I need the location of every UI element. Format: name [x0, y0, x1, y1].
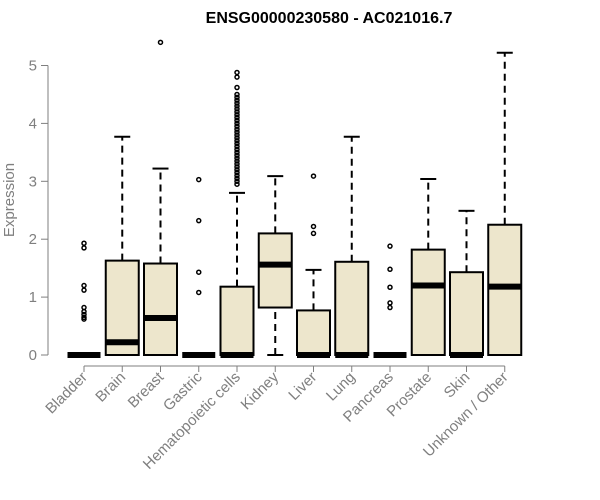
box-skin [449, 209, 484, 358]
y-tick-label: 2 [29, 231, 37, 248]
outlier-point [234, 138, 240, 144]
outlier-point [387, 304, 393, 311]
box-rect [257, 232, 293, 309]
outlier-point [234, 74, 240, 80]
outlier-point [234, 175, 240, 182]
box-bladder [67, 240, 101, 358]
box-rect [334, 260, 370, 357]
outlier-point [234, 123, 240, 130]
box-rect [410, 248, 446, 356]
x-tick-label: Brain [92, 369, 129, 406]
outlier-point [196, 289, 202, 296]
outlier-point [234, 106, 240, 112]
outlier-point [387, 284, 393, 291]
boxes-group [67, 39, 523, 358]
outlier-point [234, 91, 240, 98]
outlier-point [234, 152, 240, 158]
outlier-point [157, 39, 164, 46]
y-tick-label: 0 [29, 347, 37, 364]
outlier-point [234, 140, 240, 147]
outlier-point [234, 164, 240, 170]
outlier-point [234, 109, 240, 115]
x-tick-label: Kidney [238, 368, 283, 413]
box-gastric [182, 176, 216, 358]
outlier-point [234, 135, 240, 141]
outlier-point [234, 100, 240, 106]
outlier-point [234, 111, 240, 118]
outlier-point [387, 266, 393, 273]
y-tick-label: 5 [29, 58, 37, 75]
outlier-point [196, 217, 202, 224]
box-rect [219, 285, 255, 357]
outlier-point [234, 149, 240, 156]
outlier-point [234, 169, 240, 176]
outlier-point [196, 176, 202, 183]
box-prostate [410, 177, 446, 356]
y-axis-label: Expression [1, 163, 18, 237]
outlier-point [234, 132, 240, 138]
outlier-point [234, 117, 240, 124]
box-unknown-other [487, 51, 523, 356]
outlier-point [234, 158, 240, 164]
box-rect [487, 223, 523, 356]
outlier-point [234, 84, 240, 91]
outlier-point [234, 120, 240, 127]
outlier-point [234, 161, 240, 167]
outlier-point [310, 223, 317, 230]
outlier-point [234, 178, 240, 185]
y-axis: 0 1 2 3 4 5 [29, 58, 49, 364]
outlier-point [234, 143, 240, 150]
x-tick-label: Liver [285, 369, 320, 404]
box-rect [296, 309, 331, 356]
outlier-point [234, 94, 240, 101]
outlier-point [234, 181, 240, 187]
outlier-point [81, 282, 87, 289]
outlier-point [81, 316, 87, 322]
outlier-point [234, 126, 240, 132]
outlier-point [196, 269, 202, 275]
outlier-point [234, 97, 240, 103]
outlier-point [387, 243, 393, 249]
outlier-point [81, 287, 87, 293]
chart-title: ENSG00000230580 - AC021016.7 [206, 10, 453, 27]
box-brain [104, 135, 140, 356]
y-tick-label: 4 [29, 115, 37, 132]
y-tick-label: 3 [29, 173, 37, 190]
outlier-point [387, 300, 393, 306]
box-pancreas [373, 243, 407, 358]
box-kidney [257, 175, 293, 356]
outlier-point [234, 69, 240, 76]
x-tick-label: Skin [441, 369, 474, 402]
outlier-point [81, 245, 87, 251]
box-breast [143, 39, 178, 357]
box-rect [143, 262, 178, 357]
outlier-point [234, 103, 240, 109]
outlier-point [234, 155, 240, 161]
outlier-point [234, 114, 240, 121]
box-rect [449, 271, 484, 356]
outlier-point [234, 129, 240, 135]
outlier-point [81, 308, 87, 315]
x-tick-label: Bladder [42, 369, 91, 418]
outlier-point [234, 146, 240, 153]
outlier-point [234, 172, 240, 179]
y-tick-label: 1 [29, 289, 37, 306]
outlier-point [310, 230, 317, 237]
outlier-point [81, 240, 87, 247]
box-liver [296, 173, 331, 358]
outlier-point [310, 173, 317, 179]
outlier-point [234, 166, 240, 173]
box-hematopoietic-cells [219, 69, 255, 358]
box-lung [334, 135, 370, 358]
